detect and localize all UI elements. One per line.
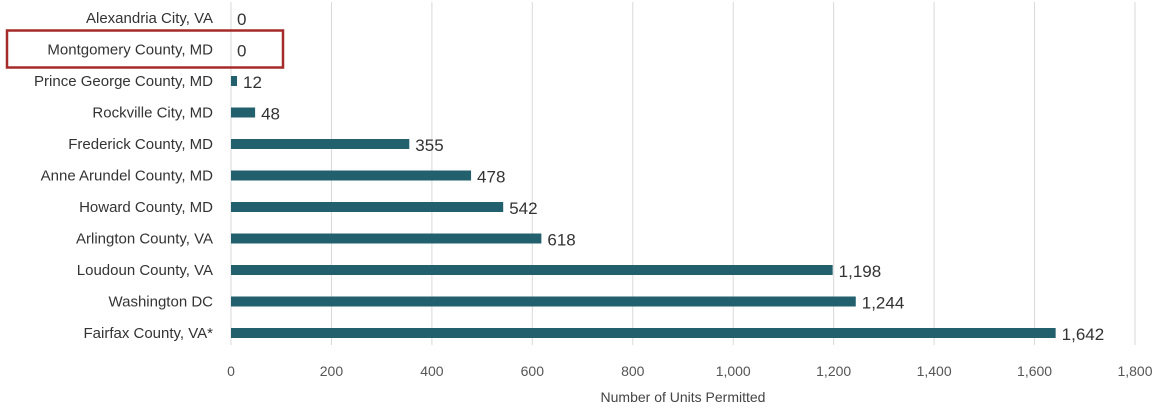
category-label: Fairfax County, VA* (84, 325, 214, 342)
value-label: 542 (509, 199, 537, 218)
bar (231, 265, 833, 275)
value-label: 1,244 (862, 294, 905, 313)
bar (231, 139, 410, 149)
x-tick-label: 200 (320, 363, 344, 379)
x-tick-label: 800 (621, 363, 645, 379)
category-label: Alexandria City, VA (86, 10, 213, 27)
bar (231, 170, 472, 181)
highlight-box (5, 29, 285, 69)
x-tick-label: 0 (227, 363, 235, 379)
category-label: Washington DC (109, 294, 214, 311)
bar (231, 233, 542, 244)
category-label: Montgomery County, MD (47, 42, 213, 59)
value-label: 0 (237, 10, 246, 29)
value-label: 355 (415, 136, 443, 155)
category-label: Rockville City, MD (92, 105, 213, 122)
category-label: Howard County, MD (79, 199, 213, 216)
x-axis-title: Number of Units Permitted (601, 389, 766, 405)
x-tick-labels: 0 200 400 600 800 1,000 1,200 1,400 1,600 1,800 (227, 363, 1153, 379)
x-tick-label: 1,400 (917, 363, 952, 379)
category-label: Arlington County, VA (76, 231, 213, 248)
x-tick-label: 1,800 (1117, 363, 1152, 379)
value-label: 48 (261, 105, 280, 124)
x-tick-label: 1,200 (816, 363, 851, 379)
value-label: 618 (547, 231, 575, 250)
bar (231, 202, 504, 212)
value-label: 1,642 (1062, 325, 1105, 344)
bar (231, 76, 238, 86)
category-labels: Alexandria City, VA Montgomery County, MD… (34, 10, 213, 342)
x-tick-label: 600 (521, 363, 545, 379)
category-label: Prince George County, MD (34, 73, 213, 90)
value-label: 1,198 (839, 262, 882, 281)
bars (231, 76, 1056, 338)
bar (231, 328, 1056, 338)
bar (231, 296, 856, 307)
category-label: Anne Arundel County, MD (41, 168, 213, 185)
bar (231, 107, 256, 118)
grid-lines (230, 2, 1136, 345)
x-tick-label: 1,600 (1017, 363, 1052, 379)
value-label: 0 (237, 42, 246, 61)
value-label: 478 (477, 168, 505, 187)
category-label: Loudoun County, VA (77, 262, 213, 279)
category-label: Frederick County, MD (68, 136, 213, 153)
x-tick-label: 400 (420, 363, 444, 379)
x-tick-label: 1,000 (716, 363, 751, 379)
value-label: 12 (243, 73, 262, 92)
